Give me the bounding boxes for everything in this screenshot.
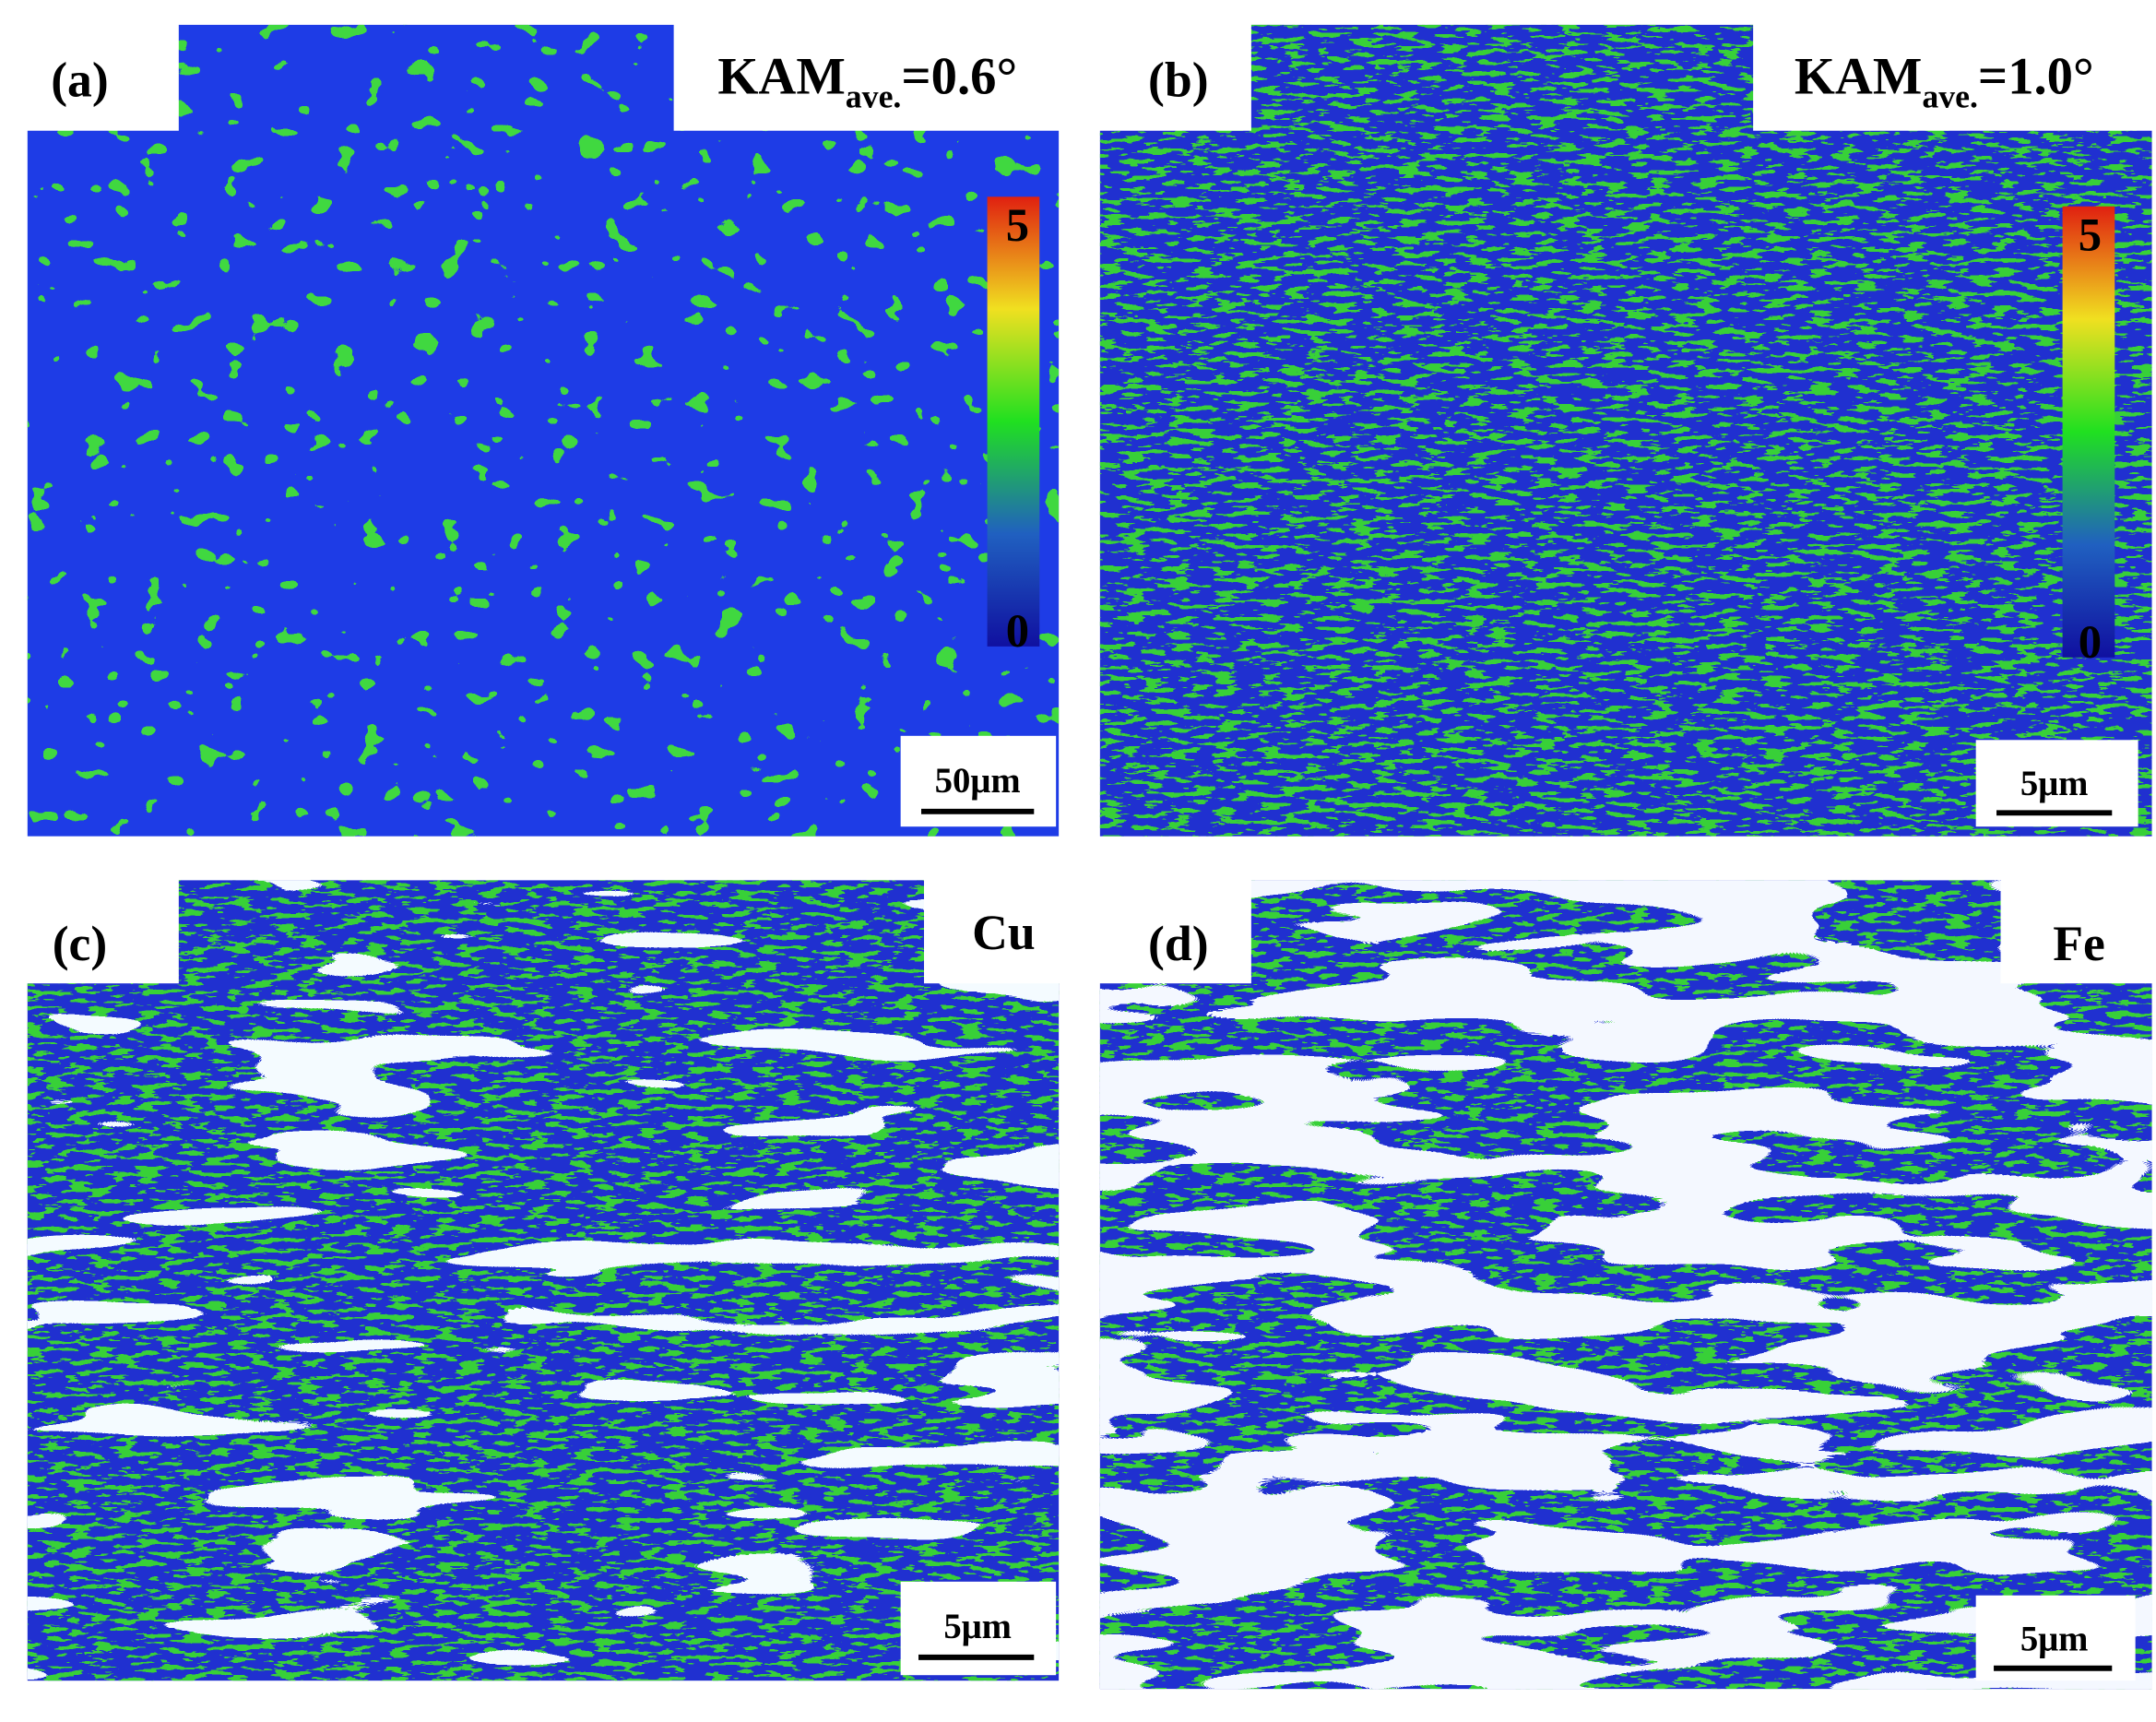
colorbar-max: 5 <box>2079 208 2102 260</box>
annotation: Fe <box>2053 916 2105 971</box>
colorbar <box>2062 206 2115 658</box>
panel-label: (c) <box>53 916 108 971</box>
panel-b: (b) KAMave.=1.0° 5 0 5μm <box>1072 0 2156 837</box>
scalebar-label: 5μm <box>2020 1619 2089 1658</box>
panel-label: (b) <box>1148 52 1209 107</box>
annotation-main: KAM <box>1795 48 1922 105</box>
annotation-sub: ave. <box>1922 77 1978 114</box>
colorbar <box>987 196 1040 647</box>
annotation: KAMave.=1.0° <box>1795 48 2094 114</box>
label-box <box>0 866 179 984</box>
label-box <box>1072 866 1251 984</box>
colorbar-min: 0 <box>2079 616 2102 668</box>
annotation-rest: =1.0° <box>1978 48 2094 105</box>
panel-label: (d) <box>1148 916 1209 971</box>
annotation-box <box>673 0 1073 131</box>
annotation-box <box>924 866 1062 984</box>
phase-mask <box>1099 880 2152 1690</box>
annotation-main: KAM <box>717 48 845 105</box>
annotation-sub: ave. <box>846 77 902 114</box>
annotation: Cu <box>972 905 1036 960</box>
panel-d: (d) Fe 5μm <box>1072 866 2156 1690</box>
scalebar-label: 5μm <box>2020 764 2089 803</box>
panel-c: (c) Cu 5μm <box>0 866 1062 1681</box>
phase-mask <box>27 880 1060 1681</box>
annotation-rest: =0.6° <box>901 48 1017 105</box>
annotation-box <box>1753 0 2156 131</box>
label-box <box>1072 0 1251 131</box>
scalebar-label: 5μm <box>943 1607 1012 1646</box>
annotation-box <box>2000 866 2156 984</box>
panel-label: (a) <box>51 52 109 107</box>
kam-map-texture <box>27 24 1060 837</box>
panel-a: (a) KAMave.=0.6° 5 0 50μm <box>0 0 1073 837</box>
label-box <box>0 0 179 131</box>
kam-map-texture <box>1099 24 2152 837</box>
scalebar-label: 50μm <box>935 761 1021 801</box>
annotation: KAMave.=0.6° <box>717 48 1017 114</box>
colorbar-max: 5 <box>1006 199 1029 251</box>
colorbar-min: 0 <box>1006 605 1029 657</box>
